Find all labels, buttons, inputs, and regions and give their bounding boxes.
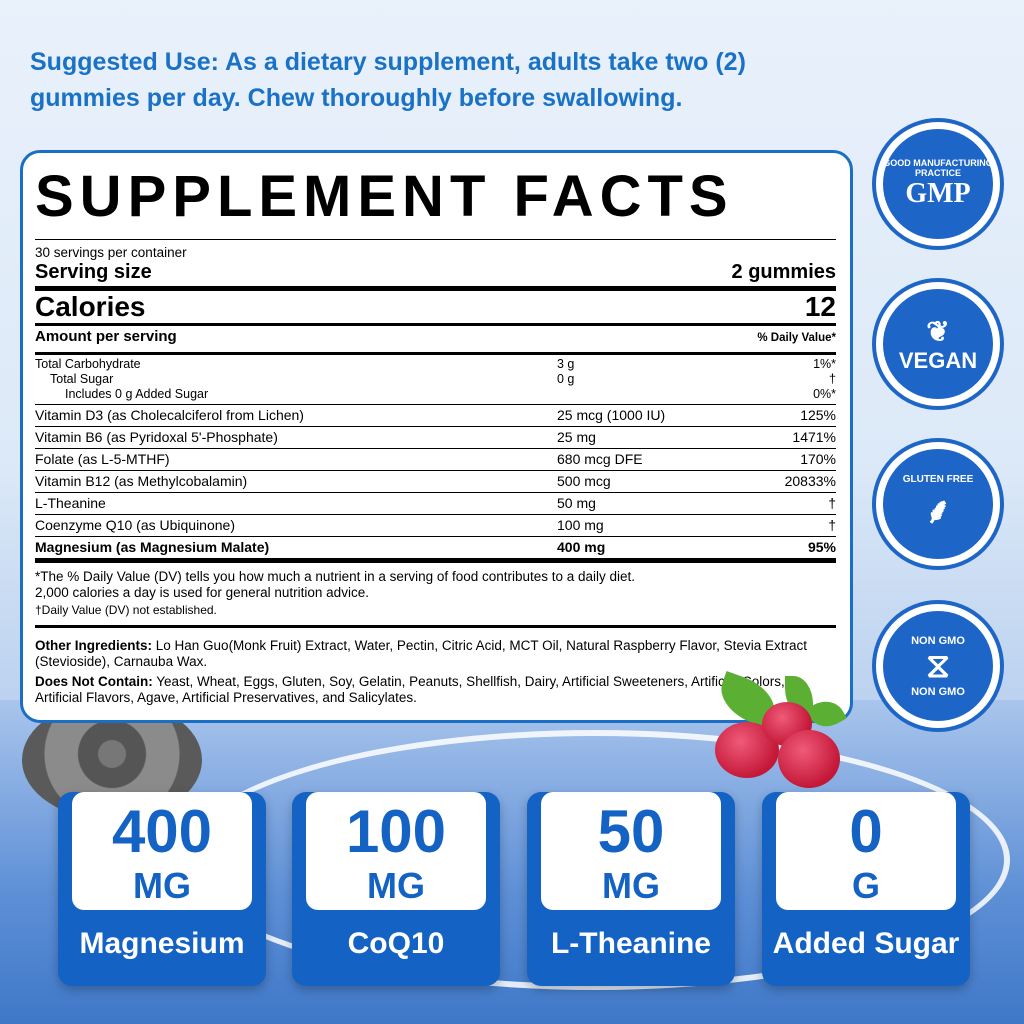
nutrient-dv: 170%	[800, 451, 836, 467]
stat-unit: MG	[602, 865, 660, 906]
nutrient-row: Vitamin B6 (as Pyridoxal 5'-Phosphate) 25…	[35, 426, 836, 448]
nutrient-amount: 25 mcg (1000 IU)	[557, 407, 666, 423]
stat-label: Added Sugar	[772, 927, 960, 960]
supplement-facts-panel: SUPPLEMENT FACTS 30 servings per contain…	[20, 150, 853, 723]
facts-title: SUPPLEMENT FACTS	[35, 164, 734, 229]
nutrient-row: Total Sugar 0 g †	[50, 372, 836, 386]
servings: 30 servings per container	[35, 245, 187, 260]
nutrient-name: Vitamin B6 (as Pyridoxal 5'-Phosphate)	[35, 429, 278, 445]
amount-label: Amount per serving	[35, 328, 177, 345]
nutrient-dv: 1471%	[792, 429, 836, 445]
nutrient-dv: 20833%	[784, 473, 836, 489]
stat-card-added-sugar: 0 G Added Sugar	[762, 792, 970, 986]
non-gmo-badge: NON GMO ⧖ NON GMO	[872, 600, 1004, 732]
nutrient-name: L-Theanine	[35, 495, 106, 511]
vegan-badge: ❦ VEGAN	[872, 278, 1004, 410]
nutrient-amount: 680 mcg DFE	[557, 451, 643, 467]
nutrient-name: Vitamin D3 (as Cholecalciferol from Lich…	[35, 407, 304, 423]
nutrient-name: Folate (as L-5-MTHF)	[35, 451, 170, 467]
wheat-icon: ⸙	[924, 490, 952, 531]
nutrient-row: Total Carbohydrate 3 g 1%*	[35, 357, 836, 371]
nutrient-dv: †	[828, 517, 836, 533]
suggested-use: Suggested Use: As a dietary supplement, …	[30, 48, 746, 112]
nutrient-name: Magnesium (as Magnesium Malate)	[35, 539, 270, 555]
footnote: 2,000 calories a day is used for general…	[35, 585, 369, 600]
leaf-icon: ❦	[926, 315, 950, 347]
serving-size-label: Serving size	[35, 261, 152, 283]
dv-label: % Daily Value*	[757, 332, 836, 344]
nutrient-row: Magnesium (as Magnesium Malate) 400 mg 95%	[35, 536, 836, 558]
nutrient-dv: 95%	[807, 539, 836, 555]
nutrient-row: Vitamin B12 (as Methylcobalamin) 500 mcg 2…	[35, 470, 836, 492]
stat-unit: G	[851, 865, 880, 906]
stat-value: 50	[597, 798, 665, 865]
dna-icon: ⧖	[926, 646, 950, 685]
nutrient-row: Vitamin D3 (as Cholecalciferol from Lich…	[35, 404, 836, 426]
stat-label: CoQ10	[347, 927, 445, 960]
footnote: *The % Daily Value (DV) tells you how mu…	[35, 569, 636, 584]
gluten-free-badge: GLUTEN FREE ⸙	[872, 438, 1004, 570]
nutrient-amount: 25 mg	[557, 429, 596, 445]
does-not-contain: Does Not Contain: Yeast, Wheat, Eggs, Gl…	[35, 674, 785, 705]
other-ingredients: Other Ingredients: Lo Han Guo(Monk Fruit…	[35, 638, 807, 669]
nutrient-amount: 100 mg	[557, 517, 604, 533]
nutrient-dv: 125%	[800, 407, 836, 423]
stat-card-l-theanine: 50 MG L-Theanine	[527, 792, 735, 986]
stat-value: 0	[849, 798, 883, 865]
calories-label: Calories	[35, 291, 146, 322]
nutrient-row: Includes 0 g Added Sugar 0%*	[65, 387, 836, 401]
stat-label: L-Theanine	[550, 927, 711, 960]
nutrient-row: Folate (as L-5-MTHF) 680 mcg DFE 170%	[35, 448, 836, 470]
stat-unit: MG	[367, 865, 425, 906]
calories: 12	[804, 291, 836, 322]
serving-size: 2 gummies	[731, 261, 836, 283]
stat-value: 400	[111, 798, 213, 865]
nutrient-dv: †	[828, 495, 836, 511]
stat-card-magnesium: 400 MG Magnesium	[58, 792, 266, 986]
footnote: †Daily Value (DV) not established.	[35, 603, 217, 617]
gmp-badge: GOOD MANUFACTURING PRACTICE GMP	[872, 118, 1004, 250]
stat-unit: MG	[133, 865, 191, 906]
nutrient-amount: 50 mg	[557, 495, 596, 511]
nutrient-row: Coenzyme Q10 (as Ubiquinone) 100 mg †	[35, 514, 836, 536]
nutrient-amount: 500 mcg	[557, 473, 611, 489]
stat-card-coq10: 100 MG CoQ10	[292, 792, 500, 986]
nutrient-name: Vitamin B12 (as Methylcobalamin)	[35, 473, 248, 489]
nutrient-name: Coenzyme Q10 (as Ubiquinone)	[35, 517, 235, 533]
stat-value: 100	[345, 798, 447, 865]
nutrient-row: L-Theanine 50 mg †	[35, 492, 836, 514]
stat-label: Magnesium	[79, 927, 245, 960]
nutrient-amount: 400 mg	[557, 539, 606, 555]
